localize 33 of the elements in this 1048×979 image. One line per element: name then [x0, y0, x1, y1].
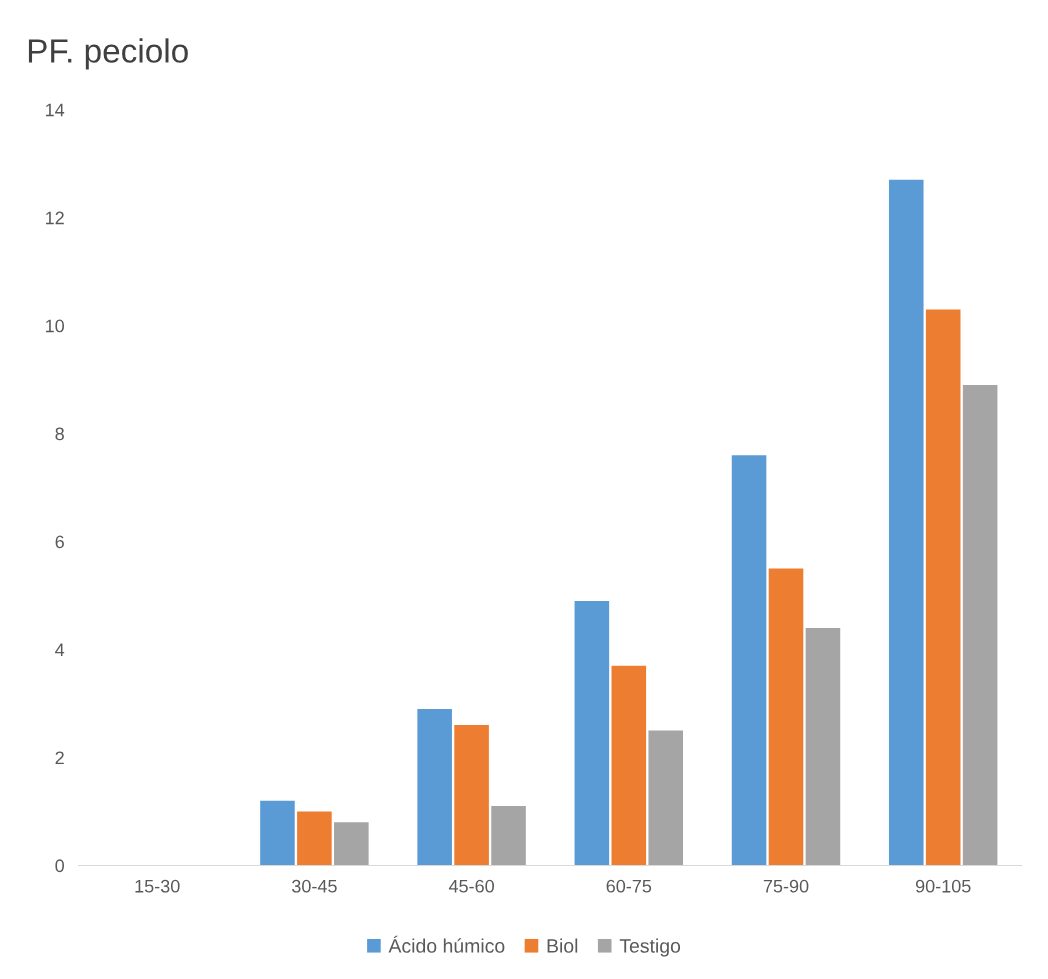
bar: [574, 600, 610, 866]
bar: [454, 725, 489, 866]
y-tick-label: 10: [46, 319, 65, 333]
chart-title: PF. peciolo: [28, 38, 188, 70]
bar: [334, 822, 369, 866]
x-tick-label: 90-105: [915, 879, 971, 893]
bar: [925, 309, 961, 866]
bar: [260, 800, 295, 866]
legend-label: Biol: [547, 938, 578, 953]
bar: [805, 627, 841, 866]
y-tick-label: 6: [55, 535, 64, 549]
y-tick-label: 0: [55, 859, 65, 873]
x-tick-label: 45-60: [448, 879, 494, 893]
x-tick-label: 15-30: [135, 879, 180, 893]
bar: [611, 665, 647, 866]
y-tick-label: 2: [55, 751, 64, 765]
bar: [731, 455, 767, 866]
legend-label: Ácido húmico: [388, 935, 505, 953]
x-tick-label: 30-45: [292, 879, 337, 893]
bar: [962, 384, 998, 866]
bar: [888, 179, 924, 866]
x-tick-label: 75-90: [763, 879, 809, 893]
y-tick-label: 12: [46, 211, 64, 225]
bar: [297, 811, 332, 866]
bar: [417, 708, 452, 866]
bar: [768, 568, 804, 866]
x-tick-label: 60-75: [606, 879, 652, 893]
legend-label: Testigo: [619, 938, 681, 957]
y-tick-label: 8: [55, 427, 64, 441]
bar: [491, 806, 526, 866]
y-tick-label: 14: [46, 103, 65, 117]
bar: [648, 730, 684, 866]
y-tick-label: 4: [55, 643, 65, 657]
